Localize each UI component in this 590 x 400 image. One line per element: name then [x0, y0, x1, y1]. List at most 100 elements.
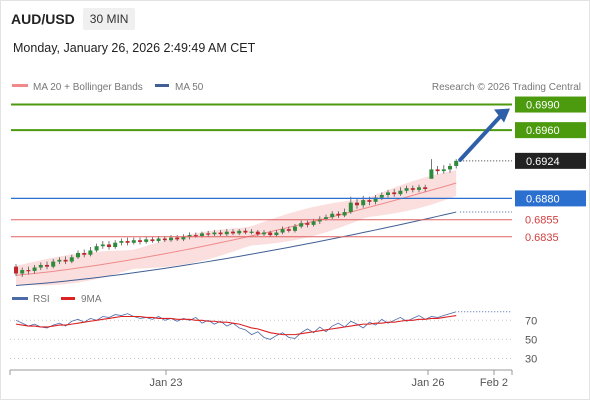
candle	[286, 226, 291, 233]
last-price-label: 0.6924	[526, 156, 560, 168]
level-label-resistance: 0.6990	[526, 100, 560, 112]
candle	[88, 247, 93, 257]
candle	[51, 258, 56, 269]
candle	[249, 229, 254, 235]
candle-body	[355, 202, 359, 206]
candle-body	[32, 267, 37, 271]
candle-body	[435, 169, 440, 172]
level-label-pivot: 0.6880	[526, 193, 560, 205]
candle-body	[361, 200, 366, 206]
candle-body	[76, 253, 80, 258]
candle	[175, 235, 180, 242]
candle	[280, 226, 285, 235]
candle-body	[231, 231, 235, 234]
candle	[373, 194, 378, 205]
candle-body	[206, 233, 211, 235]
candle	[224, 229, 229, 236]
candle	[100, 241, 105, 249]
candle-body	[398, 190, 403, 195]
candle-body	[417, 187, 421, 190]
level-label-support: 0.6835	[525, 232, 559, 244]
candle-body	[20, 270, 25, 274]
candle-body	[63, 259, 68, 262]
candle-body	[373, 197, 378, 202]
candle-body	[187, 235, 192, 237]
candle	[231, 229, 235, 236]
candle-body	[274, 232, 279, 236]
candle	[94, 243, 99, 253]
candle-body	[293, 226, 297, 231]
candle	[212, 229, 217, 236]
rsi-ma-line	[15, 314, 457, 336]
candle-body	[286, 229, 291, 231]
x-tick-label: Feb 2	[480, 377, 508, 389]
candle-body	[367, 200, 372, 202]
rsi-tick-label: 50	[525, 334, 537, 346]
candle-body	[311, 221, 316, 225]
candle	[206, 230, 211, 237]
candle-body	[237, 230, 242, 234]
candle-body	[262, 232, 266, 235]
forecast-arrow-shaft	[458, 112, 504, 162]
candle-body	[305, 223, 310, 225]
price-layer	[14, 159, 459, 286]
candle-body	[224, 231, 229, 235]
levels-layer: 0.6990 0.6960 0.6924 0.6880 0.6855 0.6835	[11, 96, 586, 244]
rsi-line	[15, 311, 457, 340]
candle	[57, 257, 62, 265]
candle	[144, 236, 149, 244]
candle-body	[57, 259, 62, 262]
timeframe-badge[interactable]: 30 MIN	[82, 8, 136, 30]
candle	[107, 241, 111, 250]
timestamp-label: Monday, January 26, 2026 2:49:49 AM CET	[13, 41, 256, 55]
candle-body	[45, 264, 49, 267]
candle	[187, 232, 192, 240]
candle-body	[429, 169, 434, 179]
legend-swatch-rsi	[12, 297, 28, 300]
candle-body	[14, 266, 18, 274]
level-badge-pivot	[515, 190, 586, 207]
candle-body	[175, 237, 180, 240]
candle	[38, 262, 43, 271]
candle-body	[181, 236, 186, 240]
candle	[63, 256, 68, 265]
candle	[76, 250, 80, 259]
bollinger-band-fill	[16, 170, 457, 286]
candle	[299, 220, 304, 229]
candle-body	[404, 188, 409, 191]
candle	[423, 184, 428, 192]
legend-swatch-bollinger	[12, 84, 28, 87]
candle-body	[107, 244, 111, 248]
rsi-tick-label: 70	[525, 315, 537, 327]
candle	[392, 189, 397, 197]
candle	[243, 228, 248, 235]
legend-bollinger-label: MA 20 + Bollinger Bands	[33, 82, 143, 93]
symbol-label: AUD/USD	[11, 11, 75, 27]
candle-body	[348, 202, 353, 213]
candle-body	[255, 231, 260, 235]
candle-body	[100, 244, 105, 247]
candle	[441, 165, 446, 174]
candle	[454, 159, 459, 169]
candle	[255, 229, 260, 236]
candle	[305, 220, 310, 228]
candle-body	[268, 232, 273, 236]
candle	[131, 237, 136, 245]
candle-body	[423, 187, 428, 190]
candle	[138, 237, 142, 245]
rsi-layer: 30 50 70	[10, 311, 537, 365]
candle-body	[299, 223, 304, 227]
candle-body	[280, 229, 285, 233]
level-label-resistance: 0.6960	[526, 125, 560, 137]
candle	[386, 189, 390, 198]
candle	[218, 229, 223, 236]
candle-body	[138, 240, 142, 242]
candle	[14, 264, 18, 277]
candle	[448, 163, 452, 173]
candle-body	[144, 239, 149, 242]
candle	[429, 159, 434, 179]
candle-body	[119, 241, 124, 243]
candle	[293, 224, 297, 233]
candle-body	[26, 270, 31, 272]
